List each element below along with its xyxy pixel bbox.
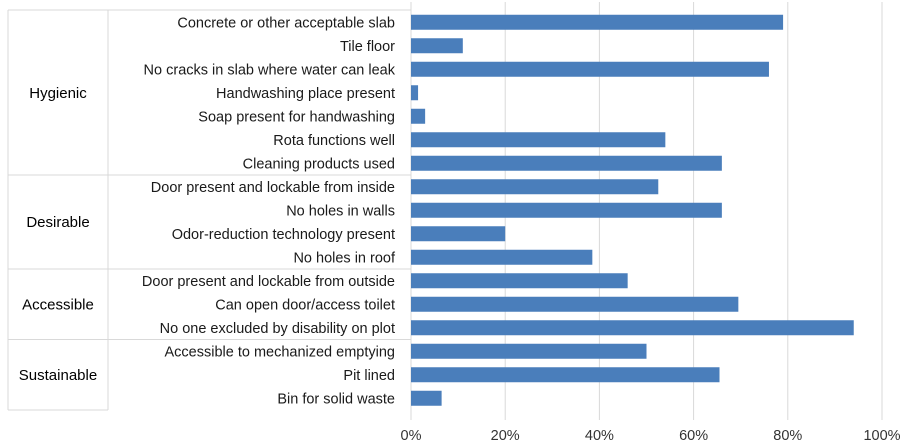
category-label: Concrete or other acceptable slab bbox=[177, 15, 395, 31]
bar bbox=[411, 226, 506, 242]
category-label: No holes in walls bbox=[286, 203, 395, 219]
bar bbox=[411, 202, 722, 218]
bar bbox=[411, 108, 426, 124]
group-label: Accessible bbox=[22, 296, 94, 313]
category-label: Accessible to mechanized emptying bbox=[164, 344, 395, 360]
x-tick-label: 60% bbox=[679, 428, 708, 442]
category-label: Handwashing place present bbox=[216, 86, 395, 102]
bar bbox=[411, 61, 769, 77]
bars bbox=[411, 14, 854, 406]
group-label: Sustainable bbox=[19, 367, 97, 384]
bar bbox=[411, 273, 628, 289]
bar bbox=[411, 14, 784, 30]
bar bbox=[411, 367, 720, 383]
group-label: Desirable bbox=[26, 214, 89, 231]
bar bbox=[411, 390, 442, 406]
bar bbox=[411, 320, 854, 336]
category-labels: Concrete or other acceptable slab Tile fl… bbox=[142, 15, 396, 407]
category-table-frame bbox=[7, 9, 411, 411]
x-tick-label: 80% bbox=[773, 428, 802, 442]
bar bbox=[411, 155, 722, 171]
bar bbox=[411, 179, 659, 195]
bar bbox=[411, 296, 739, 312]
bar bbox=[411, 38, 463, 54]
category-label: Door present and lockable from outside bbox=[142, 274, 395, 290]
category-label: No holes in roof bbox=[293, 250, 396, 266]
category-label: Cleaning products used bbox=[243, 156, 395, 172]
bar bbox=[411, 343, 647, 359]
bar bbox=[411, 249, 593, 265]
category-label: No one excluded by disability on plot bbox=[160, 321, 395, 337]
x-tick-label: 0% bbox=[401, 428, 422, 442]
category-label: Soap present for handwashing bbox=[198, 109, 395, 125]
category-label: No cracks in slab where water can leak bbox=[144, 62, 396, 78]
bar bbox=[411, 85, 419, 101]
category-label: Pit lined bbox=[343, 368, 395, 384]
x-tick-label: 20% bbox=[491, 428, 520, 442]
category-label: Bin for solid waste bbox=[277, 391, 395, 407]
group-label: Hygienic bbox=[29, 85, 87, 102]
category-label: Odor-reduction technology present bbox=[172, 227, 395, 243]
category-label: Door present and lockable from inside bbox=[151, 180, 395, 196]
bar bbox=[411, 132, 666, 148]
x-axis-ticks: 0% 20% 40% 60% 80% 100% bbox=[401, 428, 901, 442]
category-label: Can open door/access toilet bbox=[215, 297, 395, 313]
category-label: Rota functions well bbox=[273, 133, 395, 149]
x-tick-label: 40% bbox=[585, 428, 614, 442]
category-label: Tile floor bbox=[340, 39, 395, 55]
x-tick-label: 100% bbox=[863, 428, 900, 442]
group-labels: Hygienic Desirable Accessible Sustainable bbox=[19, 85, 97, 384]
